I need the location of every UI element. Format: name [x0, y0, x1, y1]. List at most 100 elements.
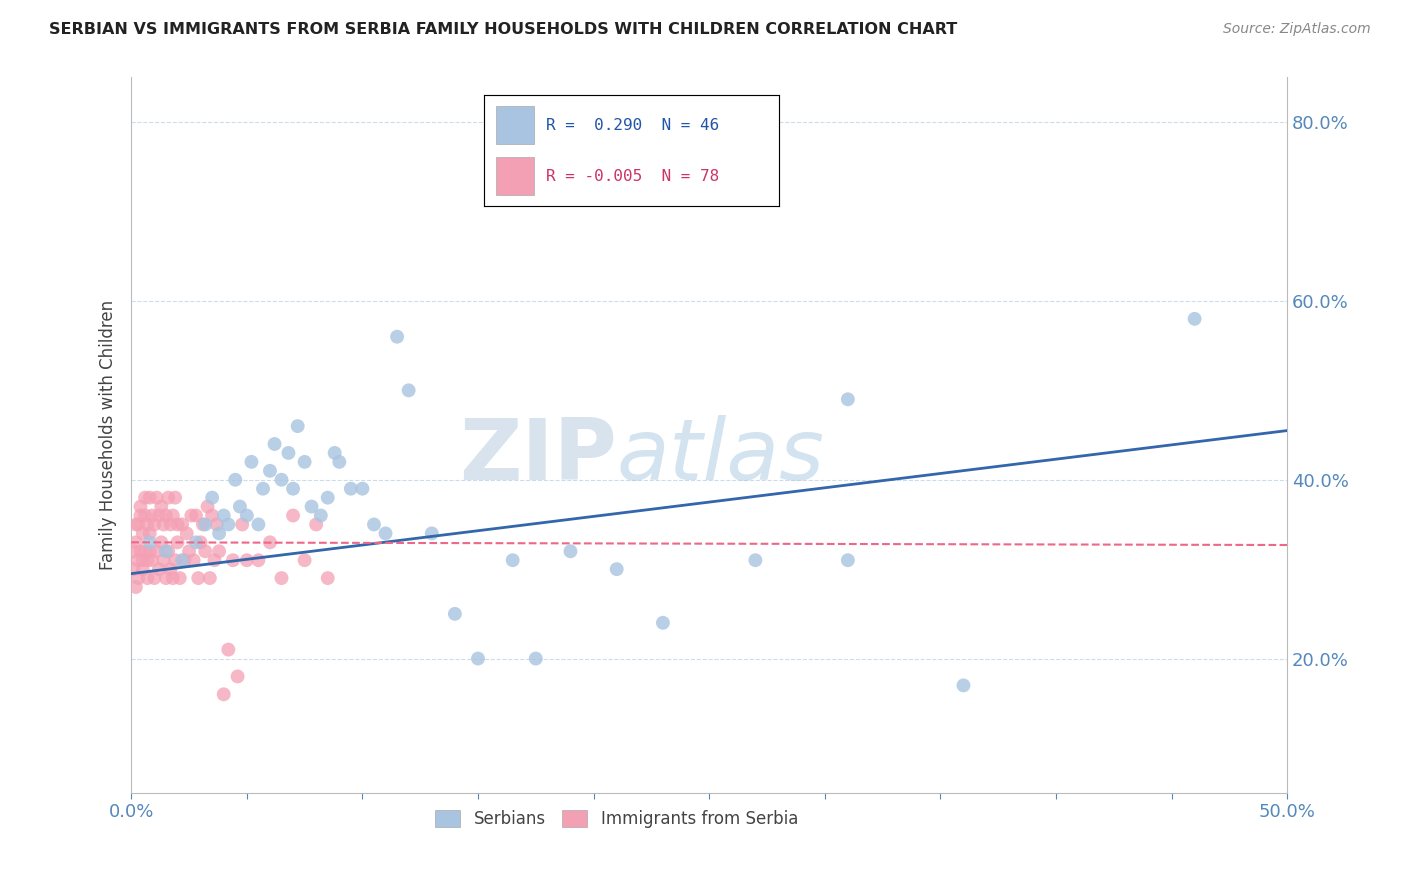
Point — [190, 535, 212, 549]
Point — [122, 562, 145, 576]
Point — [252, 482, 274, 496]
Point — [194, 517, 217, 532]
Point — [198, 571, 221, 585]
Point — [166, 535, 188, 549]
Point — [837, 392, 859, 407]
Point — [148, 562, 170, 576]
Point — [157, 491, 180, 505]
Point — [837, 553, 859, 567]
Point — [652, 615, 675, 630]
Point — [145, 544, 167, 558]
Point — [132, 562, 155, 576]
Point — [155, 544, 177, 558]
Point — [294, 455, 316, 469]
Point — [259, 535, 281, 549]
Point — [287, 419, 309, 434]
Point — [139, 535, 162, 549]
Point — [180, 508, 202, 523]
Point — [236, 508, 259, 523]
Point — [139, 544, 162, 558]
Point — [323, 446, 346, 460]
Point — [129, 500, 152, 514]
Point — [132, 553, 155, 567]
Point — [226, 669, 249, 683]
Point — [184, 508, 207, 523]
Point — [208, 544, 231, 558]
Point — [201, 491, 224, 505]
Point — [141, 508, 163, 523]
Point — [502, 553, 524, 567]
Point — [165, 491, 187, 505]
Point — [194, 544, 217, 558]
Text: Source: ZipAtlas.com: Source: ZipAtlas.com — [1223, 22, 1371, 37]
Point — [125, 580, 148, 594]
Point — [157, 544, 180, 558]
Point — [301, 500, 323, 514]
Point — [236, 553, 259, 567]
Legend: Serbians, Immigrants from Serbia: Serbians, Immigrants from Serbia — [429, 803, 804, 834]
Point — [136, 571, 159, 585]
Point — [191, 517, 214, 532]
Point — [247, 553, 270, 567]
Point — [150, 500, 173, 514]
Point — [143, 517, 166, 532]
Point — [294, 553, 316, 567]
Point — [150, 535, 173, 549]
Point — [152, 553, 174, 567]
Text: atlas: atlas — [617, 415, 825, 498]
Point — [197, 500, 219, 514]
Point — [208, 526, 231, 541]
Point — [204, 553, 226, 567]
Point — [316, 491, 339, 505]
Point — [132, 526, 155, 541]
Point — [184, 535, 207, 549]
Point — [374, 526, 396, 541]
Point — [363, 517, 385, 532]
Point — [139, 526, 162, 541]
Point — [305, 517, 328, 532]
Point — [166, 517, 188, 532]
Point — [172, 553, 194, 567]
Point — [159, 517, 181, 532]
Point — [155, 571, 177, 585]
Point — [340, 482, 363, 496]
Point — [136, 517, 159, 532]
Point — [259, 464, 281, 478]
Y-axis label: Family Households with Children: Family Households with Children — [100, 300, 117, 570]
Point — [467, 651, 489, 665]
Point — [744, 553, 766, 567]
Point — [187, 571, 209, 585]
Point — [309, 508, 332, 523]
Point — [134, 491, 156, 505]
Point — [127, 571, 149, 585]
Point — [420, 526, 443, 541]
Point — [270, 571, 292, 585]
Point — [134, 544, 156, 558]
Point — [159, 562, 181, 576]
Text: SERBIAN VS IMMIGRANTS FROM SERBIA FAMILY HOUSEHOLDS WITH CHILDREN CORRELATION CH: SERBIAN VS IMMIGRANTS FROM SERBIA FAMILY… — [49, 22, 957, 37]
Point — [270, 473, 292, 487]
Point — [165, 553, 187, 567]
Point — [328, 455, 350, 469]
Point — [129, 508, 152, 523]
Point — [281, 482, 304, 496]
Point — [1184, 311, 1206, 326]
Point — [247, 517, 270, 532]
Point — [524, 651, 547, 665]
Point — [231, 517, 253, 532]
Point — [281, 508, 304, 523]
Point — [172, 517, 194, 532]
Point — [177, 544, 200, 558]
Point — [127, 517, 149, 532]
Point — [398, 384, 420, 398]
Point — [205, 517, 228, 532]
Point — [217, 517, 239, 532]
Point — [212, 508, 235, 523]
Point — [169, 571, 191, 585]
Point — [212, 687, 235, 701]
Point — [136, 553, 159, 567]
Point — [162, 508, 184, 523]
Point — [316, 571, 339, 585]
Point — [162, 571, 184, 585]
Point — [148, 508, 170, 523]
